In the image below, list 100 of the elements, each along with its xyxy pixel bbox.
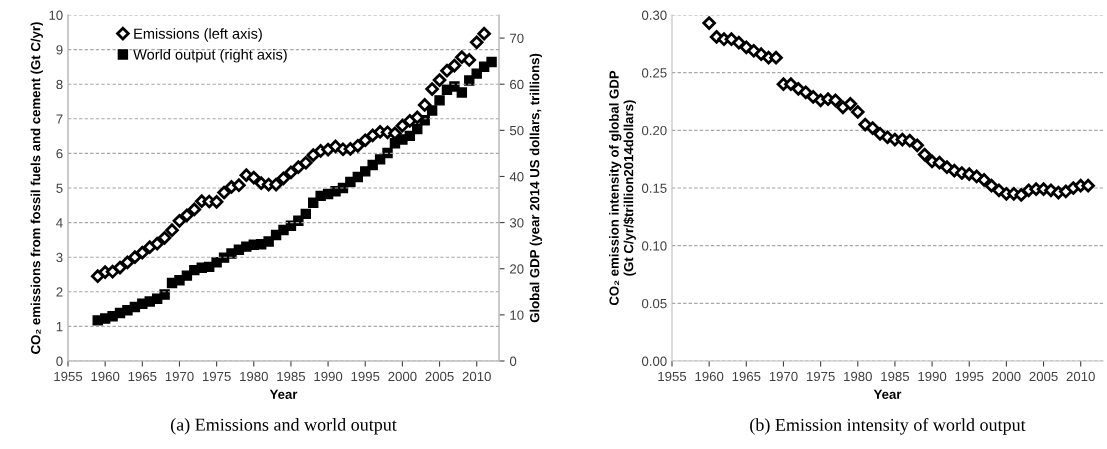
x-tick-label: 1955 (54, 371, 83, 382)
x-tick-label: 2005 (1029, 371, 1058, 382)
point (432, 73, 447, 87)
y-tick-label: 0.30 (641, 10, 667, 20)
x-tick-label: 1985 (881, 371, 910, 382)
x-tick-label: 1975 (202, 371, 231, 382)
point (462, 53, 477, 67)
x-tick-label: 1980 (844, 371, 872, 382)
y-tick-label: 0.05 (641, 298, 667, 309)
point (410, 110, 425, 125)
point (374, 154, 386, 165)
point (276, 171, 291, 186)
point (769, 50, 783, 65)
point (425, 82, 439, 96)
y-tick-label: 4 (56, 218, 63, 228)
y2-axis-title: Global GDP (year 2014 US dollars, trillions) (529, 53, 542, 323)
x-tick-label: 2010 (1066, 371, 1095, 382)
point (903, 133, 917, 148)
point (120, 255, 135, 270)
x-tick-label: 1980 (240, 371, 268, 382)
x-tick-label: 1970 (165, 371, 194, 382)
point (360, 166, 371, 177)
y2-tick-label: 30 (509, 218, 524, 228)
point (105, 264, 120, 279)
text: (a) Emissions and world output (170, 418, 397, 435)
y-tick-label: 0 (56, 356, 63, 366)
point (128, 250, 142, 264)
y-tick-label: 0.15 (641, 183, 667, 193)
point (447, 58, 462, 73)
point (150, 236, 164, 251)
point (417, 98, 432, 112)
point (434, 95, 445, 106)
legend-label: Emissions (left axis) (134, 28, 262, 42)
point (932, 155, 947, 170)
x-tick-label: 2000 (992, 371, 1021, 382)
y-tick-label: 9 (56, 45, 63, 55)
x-tick-label: 1955 (658, 371, 687, 382)
y-tick-label: 0.00 (641, 356, 667, 366)
x-tick-label: 1990 (918, 371, 947, 382)
point (440, 63, 454, 78)
point (471, 68, 482, 79)
point (732, 35, 746, 50)
y-tick-label: 3 (56, 252, 63, 263)
y-axis-title: CO₂ emission intensity of global GDP (Gt C/yr/$trillion2014dollars) (609, 70, 636, 306)
point (449, 81, 460, 92)
point (910, 138, 925, 153)
y-tick-label: 2 (56, 287, 63, 297)
x-tick-label: 1995 (351, 371, 380, 382)
point (702, 16, 716, 30)
y-tick-label: 5 (56, 183, 63, 193)
point (382, 147, 393, 159)
point (1081, 178, 1095, 193)
x-tick-label: 1960 (695, 371, 724, 382)
point (1014, 188, 1029, 202)
point (486, 56, 497, 68)
y2-tick-label: 0 (509, 356, 517, 366)
y2-tick-label: 70 (510, 33, 524, 43)
point (217, 185, 231, 200)
x-tick-label: 2010 (462, 371, 491, 382)
point (300, 208, 312, 220)
point (828, 93, 843, 108)
point (426, 105, 438, 116)
x-tick-label: 1990 (314, 371, 343, 382)
point (477, 26, 491, 41)
point (299, 155, 313, 170)
x-tick-label: 1975 (806, 371, 835, 382)
x-tick-label: 1970 (769, 371, 798, 382)
y-tick-label: 1 (56, 322, 63, 332)
point (984, 178, 999, 193)
x-axis-title: Year (269, 389, 298, 399)
x-tick-label: 1960 (91, 371, 120, 382)
point (293, 215, 304, 226)
point (843, 97, 858, 111)
point (157, 231, 172, 245)
point (172, 214, 187, 228)
point (159, 289, 170, 300)
point (135, 245, 150, 260)
y-tick-label: 0.20 (641, 125, 667, 136)
point (395, 118, 410, 133)
point (246, 170, 261, 185)
x-axis-title: Year (873, 389, 902, 399)
x-tick-label: 1995 (955, 371, 984, 382)
y2-tick-label: 60 (510, 79, 524, 90)
x-tick-label: 1965 (732, 371, 761, 382)
y-tick-label: 0.25 (641, 68, 667, 78)
point (269, 177, 283, 192)
y-tick-label: 7 (56, 114, 63, 124)
point (284, 165, 298, 180)
y2-tick-label: 10 (510, 310, 524, 320)
text: (b) Emission intensity of world output (750, 418, 1026, 435)
y-axis-title: CO₂ emissions from fossil fuels and cement (Gt C/yr) (30, 22, 43, 354)
x-tick-label: 1965 (128, 371, 157, 382)
y2-tick-label: 50 (509, 125, 524, 136)
point (165, 223, 179, 237)
x-tick-label: 2005 (425, 371, 454, 382)
point (977, 173, 991, 187)
point (469, 35, 484, 50)
point (850, 105, 865, 119)
point (232, 178, 246, 193)
point (456, 87, 468, 98)
